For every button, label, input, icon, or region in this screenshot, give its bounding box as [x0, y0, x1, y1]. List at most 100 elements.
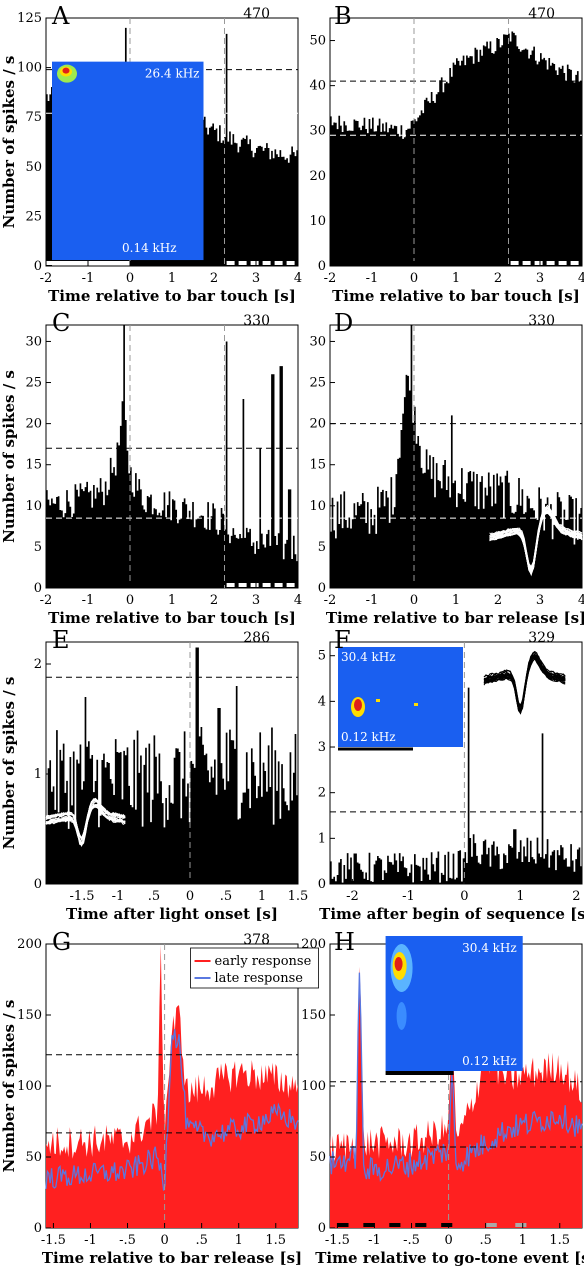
- y-axis-label: Number of spikes / s: [0, 1000, 18, 1173]
- panel-letter: F: [334, 626, 351, 654]
- y-axis-label: Number of spikes / s: [0, 370, 18, 543]
- panel-g: early response late response -1.5 -1 -.5 0 .5 1…: [0, 928, 319, 1267]
- x-tick-label: -1: [112, 889, 125, 904]
- y-tick-label: 200: [301, 937, 326, 952]
- histogram-bars: [330, 325, 582, 588]
- y-tick-label: 50: [309, 34, 326, 49]
- x-axis-label: Time after begin of sequence [s]: [319, 905, 584, 923]
- spike-waveform: [483, 656, 566, 709]
- x-tick-label: 4: [578, 593, 584, 608]
- spike-waveform: [45, 804, 126, 848]
- y-tick-label: 2: [34, 657, 42, 672]
- y-tick-label: 50: [25, 1150, 42, 1165]
- panel-h: 30.4 kHz 0.12 kHz -1.5 -1 -.5 0 .5 1 1.5 0 50 100 15…: [301, 928, 584, 1267]
- panel-d: -2 -1 0 1 2 3 4 0 5 10 15 20 25 30 Time relative to ba…: [309, 309, 584, 627]
- late-response-line: [329, 972, 583, 1183]
- y-tick-label: 0: [318, 1221, 326, 1236]
- y-tick-label: 4: [318, 694, 326, 709]
- x-axis-label: Time after light onset [s]: [66, 905, 278, 923]
- x-tick-label: -.5: [403, 1233, 420, 1248]
- x-tick-label: 1.5: [288, 889, 309, 904]
- x-tick-label: 1: [168, 593, 176, 608]
- y-tick-label: 150: [301, 1008, 326, 1023]
- x-tick-label: 1: [235, 1233, 243, 1248]
- x-axis-label: Time relative to bar release [s]: [42, 1249, 302, 1267]
- x-tick-label: -2: [346, 889, 359, 904]
- panel-letter: A: [51, 2, 70, 30]
- y-tick-label: 1: [34, 767, 42, 782]
- y-axis-label: Number of spikes / s: [0, 56, 18, 229]
- y-tick-label: 125: [17, 11, 42, 26]
- x-tick-label: 0: [126, 593, 134, 608]
- y-tick-label: 20: [25, 417, 42, 432]
- y-tick-label: 10: [309, 499, 326, 514]
- x-tick-label: 3: [252, 271, 260, 286]
- x-tick-label: 1: [452, 271, 460, 286]
- y-tick-label: 20: [309, 169, 326, 184]
- x-axis-label: Time relative to bar release [s]: [326, 609, 584, 627]
- inset-top-label: 30.4 kHz: [462, 941, 517, 955]
- x-tick-label: 1: [452, 593, 460, 608]
- x-tick-label: -2: [40, 593, 53, 608]
- histogram-bars: [46, 647, 298, 884]
- trial-count: 378: [243, 932, 270, 948]
- y-axis-label: Number of spikes / s: [0, 677, 18, 850]
- y-tick-label: 20: [309, 417, 326, 432]
- x-tick-label: 0: [126, 271, 134, 286]
- trial-count: 286: [243, 630, 270, 646]
- y-tick-label: 50: [25, 160, 42, 175]
- x-tick-label: -2: [324, 593, 337, 608]
- heatmap-hotspot: [376, 699, 380, 702]
- legend-label-early: early response: [215, 954, 312, 969]
- y-tick-label: 100: [301, 1079, 326, 1094]
- x-tick-label: 0: [410, 593, 418, 608]
- x-tick-label: -1: [82, 271, 95, 286]
- inset-top-label: 26.4 kHz: [145, 67, 200, 81]
- panel-letter: D: [334, 309, 353, 337]
- trial-count: 330: [528, 313, 555, 329]
- panel-letter: C: [52, 309, 70, 337]
- trial-count: 470: [528, 6, 555, 22]
- late-response-line: [45, 1029, 299, 1191]
- y-tick-label: 25: [309, 376, 326, 391]
- inset-bottom-label: 0.12 kHz: [341, 730, 396, 744]
- x-tick-label: 3: [536, 593, 544, 608]
- y-tick-label: 15: [25, 458, 42, 473]
- x-tick-label: 0: [460, 889, 468, 904]
- x-tick-label: 0: [160, 1233, 168, 1248]
- x-tick-label: -2: [324, 271, 337, 286]
- spike-waveform: [45, 798, 126, 840]
- histogram-bars: [46, 325, 298, 588]
- inset-bottom-label: 0.12 kHz: [462, 1054, 517, 1068]
- x-tick-label: 1: [519, 1233, 527, 1248]
- y-tick-label: 25: [25, 376, 42, 391]
- x-tick-label: 4: [294, 593, 302, 608]
- heatmap-hotspot: [394, 957, 403, 971]
- legend-label-late: late response: [215, 971, 304, 986]
- y-tick-label: 5: [318, 540, 326, 555]
- x-tick-label: .5: [195, 1233, 207, 1248]
- panel-c: -2 -1 0 1 2 3 4 0 5 10 15 20 25 30 Time relative to ba…: [0, 309, 302, 627]
- x-tick-label: 2: [494, 593, 502, 608]
- panel-a: 26.4 kHz 0.14 kHz -2 -1 0 1 2 3 4 0 25 50 75 100 125 Ti…: [0, 2, 302, 305]
- trial-count: 470: [243, 6, 270, 22]
- x-axis-label: Time relative to bar touch [s]: [48, 287, 296, 305]
- x-tick-label: -1: [84, 1233, 97, 1248]
- y-tick-label: 25: [25, 209, 42, 224]
- heatmap-hotspot: [62, 67, 70, 74]
- early-response-area: [46, 944, 298, 1228]
- x-tick-label: 2: [210, 593, 218, 608]
- spike-waveform: [483, 650, 566, 708]
- legend-box: [190, 947, 319, 989]
- y-tick-label: 5: [34, 540, 42, 555]
- x-tick-label: 2: [572, 889, 580, 904]
- x-tick-label: 3: [252, 593, 260, 608]
- y-tick-label: 10: [25, 499, 42, 514]
- x-tick-label: 4: [578, 271, 584, 286]
- x-tick-label: -.5: [119, 1233, 136, 1248]
- inset-heatmap: [338, 647, 463, 747]
- x-tick-label: -1: [366, 593, 379, 608]
